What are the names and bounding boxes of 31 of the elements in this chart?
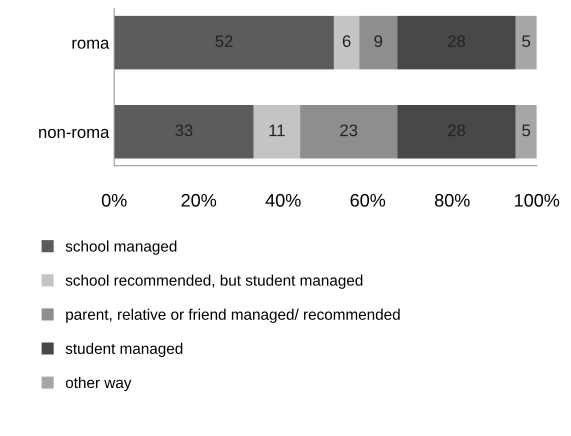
bar [397, 105, 516, 159]
bar [300, 105, 398, 159]
bar [114, 105, 254, 159]
y-tick-label: roma [72, 40, 110, 49]
legend-label: student managed [66, 342, 182, 358]
data-label: 23 [340, 124, 358, 136]
x-tick-label: 100% [515, 194, 560, 207]
data-label: 11 [269, 124, 285, 136]
x-tick-label: 40% [266, 194, 301, 207]
data-label: 5 [522, 35, 530, 48]
x-tick-label: 60% [350, 194, 386, 207]
bar [516, 16, 537, 70]
bar [334, 16, 360, 70]
x-tick-label: 80% [434, 194, 470, 207]
legend-label: school managed [66, 240, 176, 255]
legend-label: other way [66, 376, 132, 392]
bar [397, 16, 516, 70]
x-tick-label: 0% [102, 194, 127, 207]
bar [516, 105, 537, 159]
data-label: 5 [522, 124, 530, 136]
legend-label: parent, relative or friend managed/ recommended [66, 308, 400, 323]
data-label: 9 [374, 35, 382, 48]
bar [359, 16, 398, 70]
x-tick-label: 20% [182, 194, 216, 207]
data-label: 33 [175, 124, 192, 136]
y-tick-label: non-roma [39, 128, 110, 138]
legend-label: school recommended, but student managed [66, 274, 362, 289]
bar [254, 105, 300, 159]
bar [114, 16, 334, 70]
data-label: 6 [342, 35, 350, 48]
data-label: 52 [215, 35, 232, 48]
